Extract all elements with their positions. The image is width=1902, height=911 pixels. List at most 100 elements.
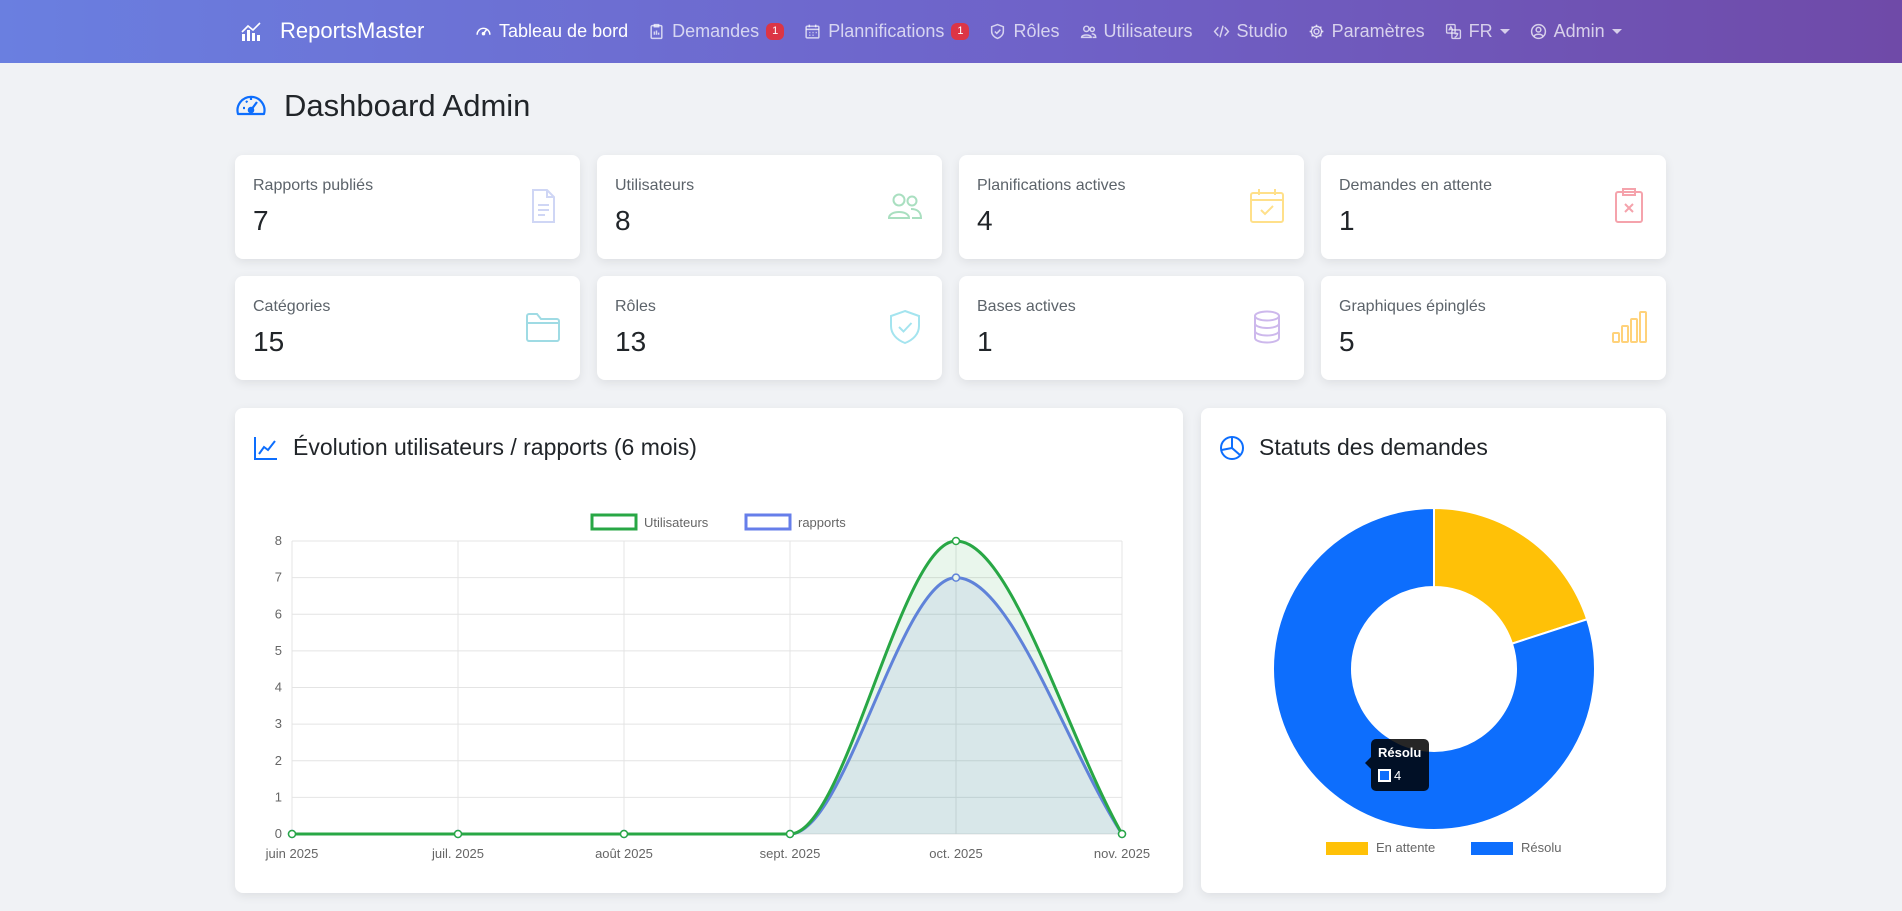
stat-card-utilisateurs[interactable]: Utilisateurs 8 bbox=[597, 155, 942, 259]
data-point bbox=[619, 829, 629, 839]
demandes-badge: 1 bbox=[766, 23, 785, 40]
nav-item-demandes[interactable]: Demandes 1 bbox=[648, 21, 785, 42]
stat-value: 7 bbox=[253, 205, 269, 236]
donut-chart[interactable]: En attente Résolu bbox=[1201, 500, 1666, 880]
data-point bbox=[287, 829, 297, 839]
pie-chart-icon bbox=[1220, 435, 1244, 460]
main-nav: Tableau de bord Demandes 1 Plannificatio… bbox=[475, 0, 1642, 63]
line-chart-title: Évolution utilisateurs / rapports (6 moi… bbox=[253, 434, 697, 461]
nav-item-parametres[interactable]: Paramètres bbox=[1308, 21, 1425, 42]
stat-card-categories[interactable]: Catégories 15 bbox=[235, 276, 580, 380]
legend-swatch bbox=[1326, 842, 1368, 855]
legend-label: rapports bbox=[798, 515, 846, 530]
data-point bbox=[951, 536, 961, 546]
line-chart[interactable]: 0 1 2 3 4 5 6 7 8 juin 2025 juil. 2025 août 2025 sep… bbox=[235, 505, 1155, 875]
tooltip-title: Résolu bbox=[1378, 745, 1422, 760]
language-label: FR bbox=[1468, 21, 1493, 41]
calendar-icon bbox=[805, 24, 820, 39]
nav-item-dashboard[interactable]: Tableau de bord bbox=[475, 21, 628, 42]
database-icon bbox=[1254, 310, 1280, 344]
y-tick-label: 5 bbox=[275, 643, 282, 658]
series-area-rapports bbox=[292, 577, 1122, 834]
brand[interactable]: ReportsMaster bbox=[240, 18, 424, 44]
y-tick-label: 8 bbox=[275, 533, 282, 548]
nav-label: Utilisateurs bbox=[1103, 21, 1193, 41]
stat-value: 8 bbox=[615, 205, 631, 236]
stat-value: 4 bbox=[977, 205, 993, 236]
stat-card-demandes-attente[interactable]: Demandes en attente 1 bbox=[1321, 155, 1666, 259]
top-navbar: ReportsMaster Tableau de bord Demandes 1… bbox=[0, 0, 1902, 63]
x-tick-label: sept. 2025 bbox=[760, 846, 821, 861]
stat-card-graphiques[interactable]: Graphiques épinglés 5 bbox=[1321, 276, 1666, 380]
users-icon bbox=[1080, 25, 1096, 39]
legend-swatch bbox=[590, 513, 638, 531]
y-tick-label: 2 bbox=[275, 753, 282, 768]
tooltip-row: 4 bbox=[1378, 768, 1401, 783]
translate-icon bbox=[1445, 23, 1461, 40]
x-tick-label: juin 2025 bbox=[265, 846, 319, 861]
stat-label: Rôles bbox=[615, 298, 656, 315]
stat-value: 5 bbox=[1339, 326, 1355, 357]
page-title: Dashboard Admin bbox=[234, 88, 530, 124]
legend-label: Utilisateurs bbox=[644, 515, 709, 530]
nav-label: Paramètres bbox=[1331, 21, 1425, 41]
legend-swatch bbox=[744, 513, 792, 531]
user-label: Admin bbox=[1553, 21, 1605, 41]
nav-label: Rôles bbox=[1013, 21, 1060, 41]
file-text-icon bbox=[532, 189, 555, 223]
brand-name: ReportsMaster bbox=[280, 18, 425, 43]
stat-value: 13 bbox=[615, 326, 647, 357]
nav-label: Plannifications bbox=[828, 21, 945, 41]
language-dropdown[interactable]: FR bbox=[1445, 21, 1510, 42]
speedometer-icon bbox=[236, 95, 266, 116]
bar-chart-icon bbox=[1612, 311, 1647, 343]
tooltip-swatch bbox=[1378, 769, 1391, 782]
page-title-text: Dashboard Admin bbox=[284, 88, 531, 123]
gear-icon bbox=[1309, 24, 1323, 39]
shield-icon bbox=[991, 23, 1005, 40]
user-dropdown[interactable]: Admin bbox=[1530, 21, 1622, 42]
users-icon bbox=[887, 193, 923, 219]
stat-value: 15 bbox=[253, 326, 285, 357]
stat-card-bases[interactable]: Bases actives 1 bbox=[959, 276, 1304, 380]
calendar-check-icon bbox=[1250, 189, 1284, 223]
legend-swatch bbox=[1471, 842, 1513, 855]
nav-item-utilisateurs[interactable]: Utilisateurs bbox=[1080, 21, 1193, 42]
card-title-text: Évolution utilisateurs / rapports (6 moi… bbox=[293, 434, 697, 460]
donut-slice-en-attente bbox=[1433, 506, 1589, 645]
legend-label: Résolu bbox=[1521, 840, 1561, 855]
stat-label: Catégories bbox=[253, 298, 331, 315]
x-tick-label: nov. 2025 bbox=[1094, 846, 1150, 861]
card-title-text: Statuts des demandes bbox=[1259, 434, 1488, 460]
nav-item-plannifications[interactable]: Plannifications 1 bbox=[804, 21, 970, 42]
folder-icon bbox=[526, 313, 560, 342]
donut-chart-title: Statuts des demandes bbox=[1219, 434, 1488, 461]
clipboard-icon bbox=[650, 23, 663, 40]
plannifications-badge: 1 bbox=[951, 23, 970, 40]
data-point bbox=[453, 829, 463, 839]
x-tick-label: oct. 2025 bbox=[929, 846, 983, 861]
x-tick-label: août 2025 bbox=[595, 846, 653, 861]
x-tick-label: juil. 2025 bbox=[431, 846, 484, 861]
stat-card-rapports[interactable]: Rapports publiés 7 bbox=[235, 155, 580, 259]
stat-label: Graphiques épinglés bbox=[1339, 298, 1486, 315]
nav-label: Studio bbox=[1236, 21, 1288, 41]
nav-item-studio[interactable]: Studio bbox=[1213, 21, 1288, 42]
gauge-icon bbox=[476, 27, 491, 36]
nav-label: Demandes bbox=[672, 21, 760, 41]
stat-value: 1 bbox=[977, 326, 993, 357]
y-tick-label: 1 bbox=[275, 789, 282, 804]
line-chart-icon bbox=[254, 436, 277, 460]
user-circle-icon bbox=[1530, 23, 1546, 40]
y-tick-label: 3 bbox=[275, 716, 282, 731]
stat-value: 1 bbox=[1339, 205, 1355, 236]
nav-item-roles[interactable]: Rôles bbox=[989, 21, 1060, 42]
stat-card-planifications[interactable]: Planifications actives 4 bbox=[959, 155, 1304, 259]
data-point bbox=[785, 829, 795, 839]
y-tick-label: 4 bbox=[275, 680, 282, 695]
stat-card-roles[interactable]: Rôles 13 bbox=[597, 276, 942, 380]
y-tick-label: 6 bbox=[275, 606, 282, 621]
data-point bbox=[951, 573, 961, 582]
y-tick-label: 7 bbox=[275, 570, 282, 585]
chevron-down-icon bbox=[1499, 29, 1510, 34]
